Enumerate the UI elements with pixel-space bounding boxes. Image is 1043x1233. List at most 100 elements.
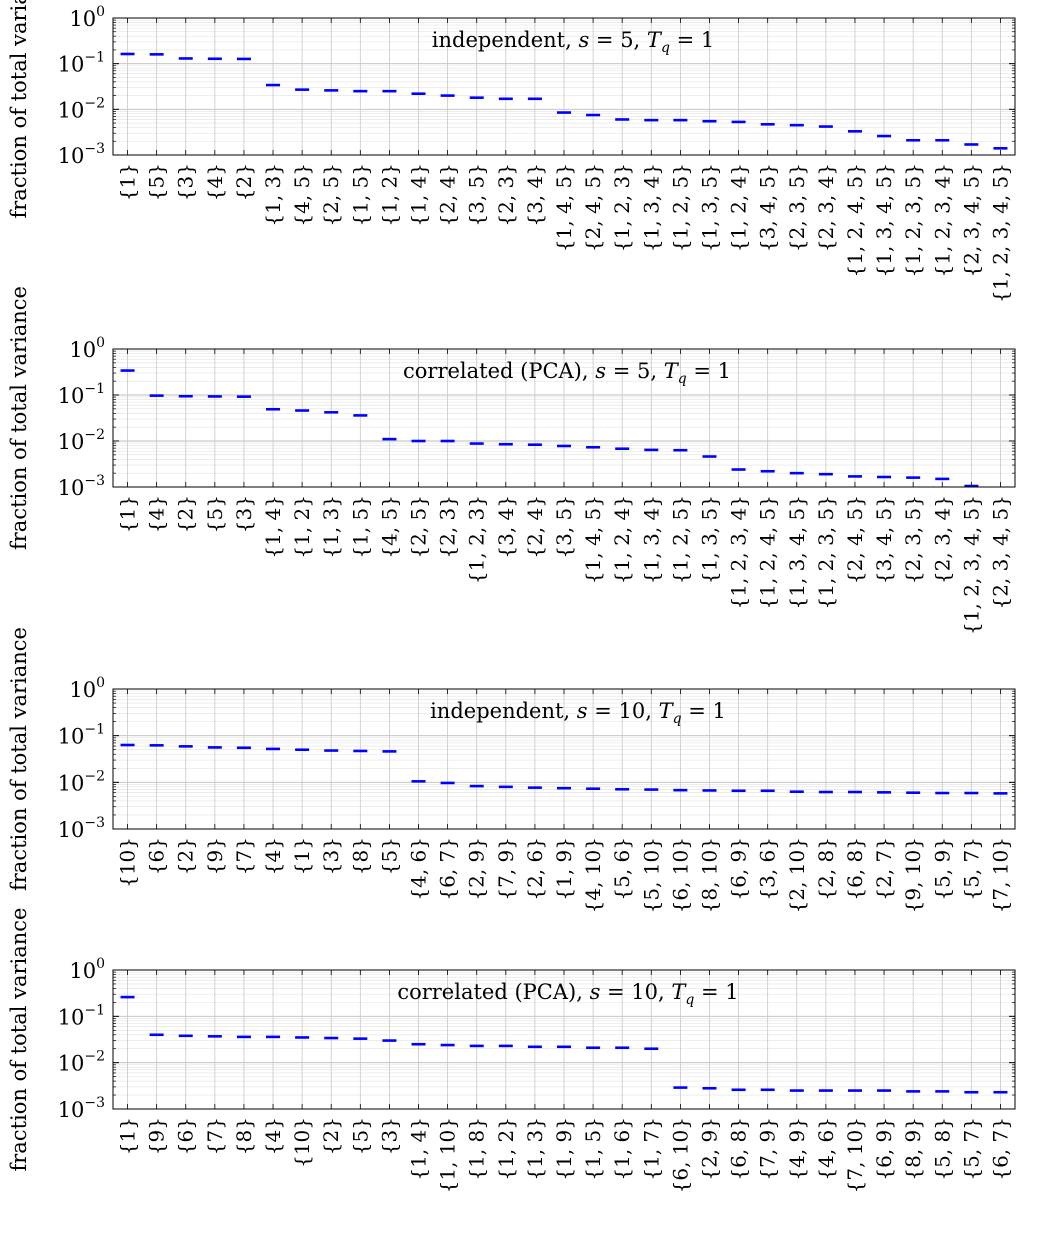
xtick-label: {2} (174, 495, 198, 533)
xtick-label: {1, 3, 5} (697, 495, 721, 584)
xtick-label: {3, 4} (494, 495, 518, 559)
xtick-label: {1, 2, 3} (610, 163, 634, 252)
xtick-label: {6, 9} (727, 837, 751, 901)
xtick-label: {2, 3, 4} (930, 495, 954, 584)
xtick-label: {2, 4, 5} (843, 495, 867, 584)
xtick-label: {1, 4, 5} (581, 495, 605, 584)
xtick-label: {2, 4, 5} (581, 163, 605, 252)
xtick-label: {7, 10} (988, 837, 1012, 913)
xtick-label: {1, 2, 4} (727, 163, 751, 252)
xtick-label: {3, 4} (523, 163, 547, 227)
xtick-label: {3, 4, 5} (872, 495, 896, 584)
xtick-label: {4, 9} (785, 1117, 809, 1181)
chart-title: correlated (PCA), s = 5, Tq = 1 (403, 359, 731, 387)
xtick-label: {6, 7} (988, 1117, 1012, 1181)
xtick-label: {5, 6} (610, 837, 634, 901)
xtick-label: {2, 3, 4} (814, 163, 838, 252)
xtick-label: {8} (232, 1117, 256, 1155)
chart-panel-3: 10−3 10−2 10−1 100 independent, s = 10, Tq =… (7, 627, 1016, 913)
xtick-label: {4, 5} (377, 495, 401, 559)
xtick-label: {2} (232, 163, 256, 201)
xtick-label: {1, 9} (552, 1117, 576, 1181)
xtick-label: {1} (290, 837, 314, 875)
ytick-label: 100 (69, 4, 105, 31)
xtick-label: {7} (203, 1117, 227, 1155)
xtick-label: {6, 8} (843, 837, 867, 901)
xtick-label: {1, 4, 5} (552, 163, 576, 252)
xtick-label: {9} (203, 837, 227, 875)
xtick-label: {1, 2, 4, 5} (756, 495, 780, 610)
ytick-label: 10−1 (58, 50, 105, 77)
xtick-label: {5} (145, 163, 169, 201)
xtick-label: {3, 4, 5} (756, 163, 780, 252)
xtick-label: {1, 3, 4, 5} (785, 495, 809, 610)
xtick-label: {10} (290, 1117, 314, 1168)
xtick-label: {1, 2} (377, 163, 401, 227)
xtick-label: {1, 2, 5} (668, 163, 692, 252)
xtick-label: {1, 2, 5} (668, 495, 692, 584)
xtick-label: {4, 6} (407, 837, 431, 901)
xtick-label: {1, 2, 4} (610, 495, 634, 584)
xtick-label: {5, 10} (639, 837, 663, 913)
xtick-label: {1, 2, 3} (465, 495, 489, 584)
ytick-label: 10−2 (58, 1049, 105, 1076)
xtick-label: {1, 2, 3, 4} (930, 163, 954, 278)
xtick-label: {1, 2, 3, 5} (901, 163, 925, 278)
xtick-label: {5, 8} (930, 1117, 954, 1181)
xtick-label: {2, 4} (523, 495, 547, 559)
xtick-label: {3} (319, 837, 343, 875)
xtick-label: {1, 2, 4, 5} (843, 163, 867, 278)
ytick-label: 10−3 (58, 815, 105, 842)
xtick-label: {1, 4} (407, 1117, 431, 1181)
xtick-label: {2, 10} (785, 837, 809, 913)
xtick-label: {2, 3, 5} (901, 495, 925, 584)
xtick-label: {4, 10} (581, 837, 605, 913)
ytick-label: 10−2 (58, 95, 105, 122)
xtick-label: {2, 3} (494, 163, 518, 227)
ytick-label: 100 (69, 335, 105, 362)
xtick-label: {2, 4} (436, 163, 460, 227)
xtick-label: {1} (116, 495, 140, 533)
xtick-label: {8} (348, 837, 372, 875)
xtick-label: {1, 3} (261, 163, 285, 227)
xtick-label: {1, 3, 5} (697, 163, 721, 252)
xtick-label: {6, 7} (436, 837, 460, 901)
ylabel: fraction of total variance (7, 627, 31, 891)
xtick-label: {1, 10} (436, 1117, 460, 1193)
xtick-label: {1, 2, 3, 4, 5} (959, 495, 983, 635)
xtick-label: {6} (174, 1117, 198, 1155)
ytick-label: 10−3 (58, 141, 105, 168)
xtick-label: {3, 5} (552, 495, 576, 559)
ytick-label: 10−2 (58, 768, 105, 795)
xtick-label: {5, 7} (959, 1117, 983, 1181)
xtick-label: {2, 3} (436, 495, 460, 559)
chart-title: correlated (PCA), s = 10, Tq = 1 (397, 980, 738, 1008)
xtick-label: {1, 2, 3, 4} (727, 495, 751, 610)
xtick-label: {7, 10} (843, 1117, 867, 1193)
data-series (120, 52, 1008, 150)
chart-title: independent, s = 10, Tq = 1 (430, 699, 726, 727)
axis-frame (112, 969, 1016, 1110)
xtick-label: {1, 3, 4, 5} (872, 163, 896, 278)
xtick-label: {1, 5} (348, 163, 372, 227)
ytick-label: 10−1 (58, 381, 105, 408)
xtick-label: {1, 6} (610, 1117, 634, 1181)
xtick-label: {4, 5} (290, 163, 314, 227)
axis-frame (112, 688, 1016, 830)
xtick-label: {6, 8} (727, 1117, 751, 1181)
xtick-label: {4} (261, 1117, 285, 1155)
xtick-label: {5} (377, 837, 401, 875)
xtick-label: {6, 10} (668, 837, 692, 913)
xtick-label: {5, 9} (930, 837, 954, 901)
xtick-label: {2, 3, 5} (785, 163, 809, 252)
ytick-label: 10−3 (58, 1095, 105, 1122)
axis-frame (112, 17, 1016, 156)
xtick-label: {5} (203, 495, 227, 533)
xtick-label: {8, 10} (697, 837, 721, 913)
xtick-label: {2, 3, 4, 5} (988, 495, 1012, 610)
xtick-label: {6, 9} (872, 1117, 896, 1181)
chart-panel-2: 10−3 10−2 10−1 100 correlated (PCA), s = 5, … (7, 286, 1016, 635)
xtick-label: {2, 5} (407, 495, 431, 559)
xtick-label: {8, 9} (901, 1117, 925, 1181)
ytick-label: 10−1 (58, 1002, 105, 1029)
